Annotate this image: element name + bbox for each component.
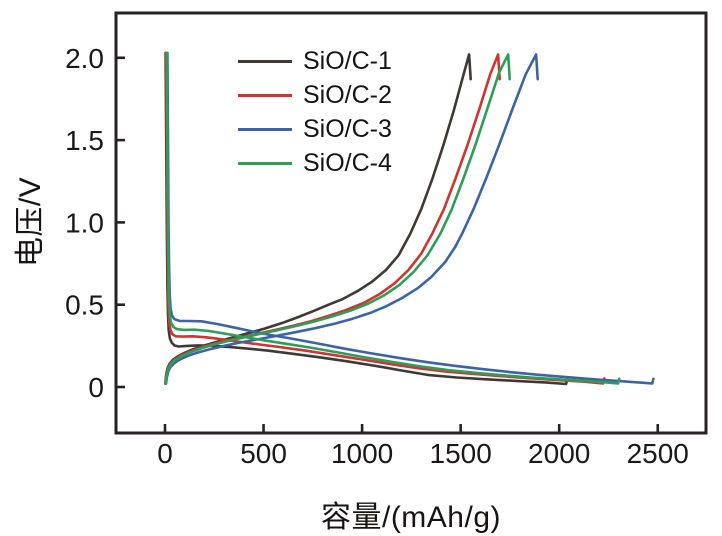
y-axis-title: 电压/V [14, 176, 47, 268]
x-tick-label: 2000 [528, 438, 590, 469]
x-tick-label: 0 [157, 438, 173, 469]
legend-item-sio-c-4: SiO/C-4 [238, 146, 392, 180]
curve-sio-c-4-discharge [165, 51, 621, 385]
y-tick-label: 1.0 [65, 207, 104, 238]
y-tick-label: 1.5 [65, 125, 104, 156]
plot-frame [114, 11, 708, 435]
legend-line-swatch [238, 59, 292, 63]
legend: SiO/C-1 SiO/C-2 SiO/C-3 SiO/C-4 [238, 44, 392, 180]
legend-item-sio-c-3: SiO/C-3 [238, 112, 392, 146]
legend-line-swatch [238, 93, 292, 97]
y-tick-label: 2.0 [65, 43, 104, 74]
x-tick-label: 1000 [331, 438, 393, 469]
curve-sio-c-3-charge [164, 53, 539, 385]
x-tick-label: 2500 [627, 438, 689, 469]
legend-label: SiO/C-2 [303, 80, 392, 109]
legend-item-sio-c-2: SiO/C-2 [238, 78, 392, 112]
legend-item-sio-c-1: SiO/C-1 [238, 44, 392, 78]
legend-label: SiO/C-4 [303, 148, 392, 177]
x-axis-title: 容量/(mAh/g) [320, 501, 502, 534]
legend-line-swatch [238, 127, 292, 131]
curve-sio-c-4-charge [164, 53, 511, 385]
y-tick-label: 0 [88, 372, 104, 403]
legend-line-swatch [238, 161, 292, 165]
x-tick-label: 500 [240, 438, 287, 469]
legend-label: SiO/C-1 [303, 46, 392, 75]
y-tick-label: 0.5 [65, 290, 104, 321]
legend-label: SiO/C-3 [303, 114, 392, 143]
x-tick-label: 1500 [430, 438, 492, 469]
